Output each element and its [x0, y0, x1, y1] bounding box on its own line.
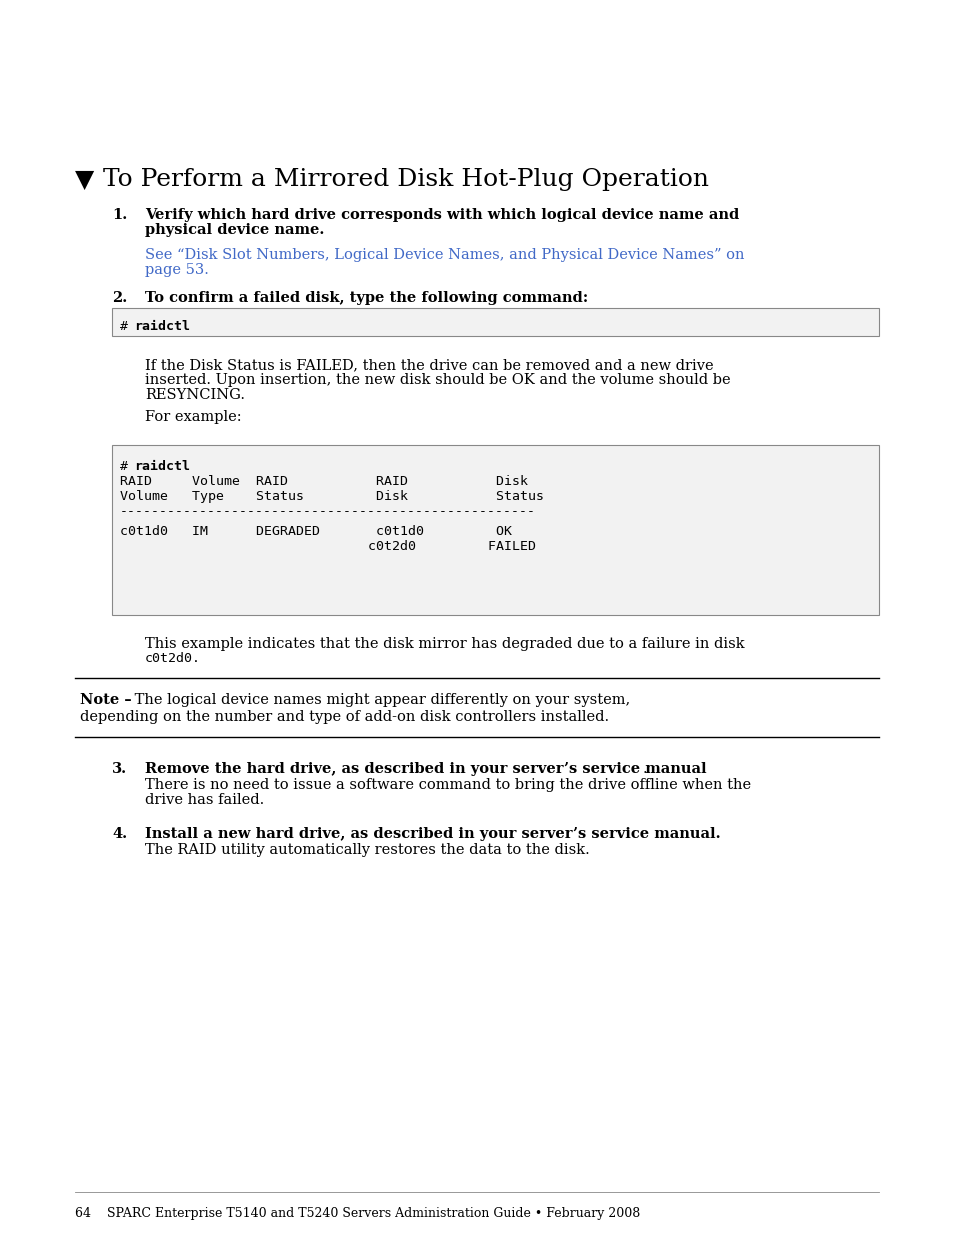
Text: 64    SPARC Enterprise T5140 and T5240 Servers Administration Guide • February 2: 64 SPARC Enterprise T5140 and T5240 Serv… [75, 1207, 639, 1220]
Text: inserted. Upon insertion, the new disk should be OK and the volume should be: inserted. Upon insertion, the new disk s… [145, 373, 730, 387]
Text: #: # [120, 320, 136, 333]
Text: Remove the hard drive, as described in your server’s service manual: Remove the hard drive, as described in y… [145, 762, 706, 776]
Bar [112, 308, 878, 336]
Text: c0t1d0   IM      DEGRADED       c0t1d0         OK: c0t1d0 IM DEGRADED c0t1d0 OK [120, 525, 512, 538]
Text: raidctl: raidctl [133, 459, 190, 473]
Text: There is no need to issue a software command to bring the drive offline when the: There is no need to issue a software com… [145, 778, 750, 792]
Text: drive has failed.: drive has failed. [145, 793, 264, 806]
Text: The logical device names might appear differently on your system,: The logical device names might appear di… [130, 693, 630, 706]
Text: depending on the number and type of add-on disk controllers installed.: depending on the number and type of add-… [80, 710, 608, 724]
Text: Verify which hard drive corresponds with which logical device name and: Verify which hard drive corresponds with… [145, 207, 739, 222]
Text: 3.: 3. [112, 762, 127, 776]
Text: This example indicates that the disk mirror has degraded due to a failure in dis: This example indicates that the disk mir… [145, 637, 744, 651]
Text: c0t2d0         FAILED: c0t2d0 FAILED [120, 540, 536, 553]
Text: For example:: For example: [145, 410, 241, 424]
Text: 1.: 1. [112, 207, 127, 222]
Text: c0t2d0.: c0t2d0. [145, 652, 201, 664]
Text: page 53.: page 53. [145, 263, 209, 277]
Text: ▼: ▼ [75, 168, 94, 191]
Text: ----------------------------------------------------: ----------------------------------------… [120, 505, 536, 517]
Text: See “Disk Slot Numbers, Logical Device Names, and Physical Device Names” on: See “Disk Slot Numbers, Logical Device N… [145, 248, 743, 262]
Text: If the Disk Status is FAILED, then the drive can be removed and a new drive: If the Disk Status is FAILED, then the d… [145, 358, 713, 372]
Text: Volume   Type    Status         Disk           Status: Volume Type Status Disk Status [120, 490, 543, 503]
Text: .: . [642, 762, 647, 776]
Text: RAID     Volume  RAID           RAID           Disk: RAID Volume RAID RAID Disk [120, 475, 527, 488]
Text: 4.: 4. [112, 827, 127, 841]
Text: The RAID utility automatically restores the data to the disk.: The RAID utility automatically restores … [145, 844, 589, 857]
Text: raidctl: raidctl [133, 320, 190, 333]
Bar [112, 445, 878, 615]
Text: To Perform a Mirrored Disk Hot-Plug Operation: To Perform a Mirrored Disk Hot-Plug Oper… [103, 168, 708, 191]
Text: Install a new hard drive, as described in your server’s service manual.: Install a new hard drive, as described i… [145, 827, 720, 841]
Text: physical device name.: physical device name. [145, 224, 324, 237]
Text: RESYNCING.: RESYNCING. [145, 388, 245, 403]
Text: Note –: Note – [80, 693, 132, 706]
Text: #: # [120, 459, 136, 473]
Text: 2.: 2. [112, 291, 127, 305]
Text: To confirm a failed disk, type the following command:: To confirm a failed disk, type the follo… [145, 291, 588, 305]
